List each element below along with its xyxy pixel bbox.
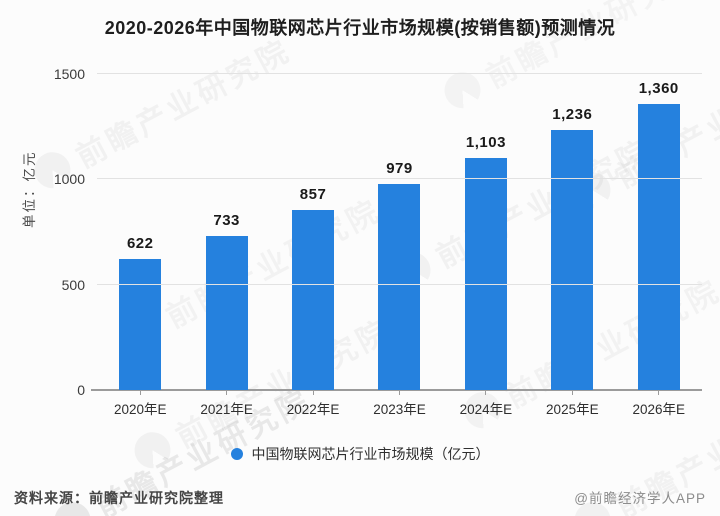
y-tick-label: 0: [77, 382, 85, 398]
x-tick-mark: [398, 390, 400, 395]
gridline-y1000: [97, 178, 702, 180]
x-tick-mark: [139, 390, 141, 395]
bar-value-label: 1,236: [552, 105, 593, 123]
bar-series: 622 733 857 979 1,103 1,236 1,360: [97, 74, 702, 390]
x-tick-mark: [312, 390, 314, 395]
gridline-y1500: [97, 73, 702, 74]
legend-label: 中国物联网芯片行业市场规模（亿元）: [251, 446, 490, 462]
bar-value-label: 857: [299, 185, 327, 203]
footer: 资料来源：前瞻产业研究院整理 @前瞻经济学人APP: [0, 487, 720, 508]
x-category: 2026年E: [616, 390, 702, 420]
y-tick-label: 500: [61, 276, 85, 293]
chart-title: 2020-2026年中国物联网芯片行业市场规模(按销售额)预测情况: [104, 18, 616, 38]
bar: [119, 259, 162, 390]
gridline-y500: [97, 283, 702, 285]
x-category: 2025年E: [529, 390, 615, 420]
x-tick-label: 2025年E: [546, 402, 599, 417]
plot-area: 622 733 857 979 1,103 1,236 1,360 0 500 1000 1500: [54, 66, 702, 398]
x-tick-mark: [485, 390, 487, 395]
bar: [464, 157, 507, 390]
bar-column-2023年E: 979: [356, 74, 442, 390]
bar: [292, 209, 335, 390]
x-axis: 2020年E 2021年E 2022年E 2023年E 2024年E 2025年E 2026…: [97, 390, 702, 420]
source-text: 资料来源：前瞻产业研究院整理: [14, 490, 224, 506]
x-tick-mark: [571, 390, 573, 395]
x-tick-label: 2021年E: [200, 402, 253, 417]
x-tick-label: 2024年E: [459, 402, 513, 417]
x-tick-label: 2020年E: [113, 402, 167, 417]
x-tick-mark: [658, 390, 660, 395]
bar-value-label: 1,103: [465, 133, 506, 151]
bar-column-2022年E: 857: [270, 74, 356, 390]
x-tick-mark: [226, 390, 228, 395]
x-category: 2023年E: [356, 390, 442, 420]
bar-column-2026年E: 1,360: [616, 74, 702, 390]
bar-column-2024年E: 1,103: [443, 74, 529, 390]
x-category: 2024年E: [443, 390, 529, 420]
bar: [551, 129, 594, 390]
bar-value-label: 979: [386, 159, 413, 177]
x-tick-label: 2026年E: [632, 402, 686, 417]
bar-column-2020年E: 622: [97, 74, 183, 390]
x-tick-label: 2023年E: [373, 402, 426, 417]
legend-marker-icon: [230, 448, 243, 460]
y-tick-label: 1500: [53, 66, 85, 82]
bar-value-label: 1,360: [638, 79, 679, 97]
bar: [637, 103, 680, 390]
credit-text: @前瞻经济学人APP: [574, 491, 706, 506]
x-tick-label: 2022年E: [286, 402, 340, 417]
x-axis-line: [91, 389, 702, 391]
bar-column-2021年E: 733: [183, 74, 269, 390]
legend: 中国物联网芯片行业市场规模（亿元）: [0, 444, 720, 464]
bar-value-label: 622: [126, 235, 154, 252]
x-category: 2022年E: [270, 390, 356, 420]
y-tick-label: 1000: [53, 171, 85, 188]
y-axis-title: 单位：亿元: [22, 150, 37, 229]
bar: [205, 235, 248, 390]
bar-column-2025年E: 1,236: [529, 74, 615, 390]
x-category: 2021年E: [183, 390, 269, 420]
bar-value-label: 733: [213, 211, 240, 229]
x-category: 2020年E: [97, 390, 183, 420]
bar: [378, 183, 421, 390]
